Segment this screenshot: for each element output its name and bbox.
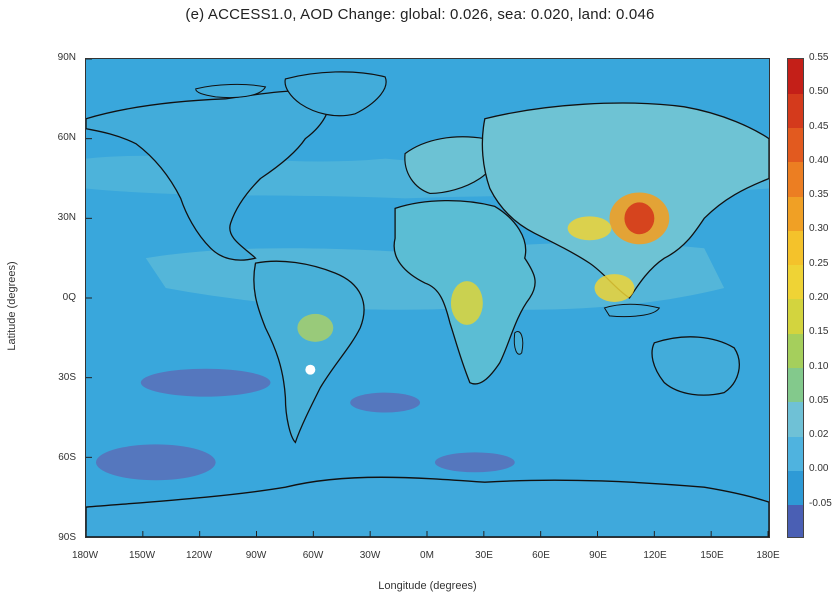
- madagascar: [513, 331, 524, 355]
- colorbar-segment: [788, 93, 803, 129]
- east-asia-aerosol-core: [624, 202, 655, 235]
- colorbar-segment: [788, 127, 803, 163]
- x-tick-label: 180W: [71, 550, 99, 561]
- x-tick-label: 0M: [420, 550, 434, 561]
- y-tick-label: 30N: [57, 212, 76, 223]
- greenland: [284, 71, 387, 117]
- colorbar-segment: [788, 436, 803, 471]
- colorbar-tick-label: 0.35: [809, 189, 829, 201]
- colorbar-segment: [788, 264, 803, 300]
- aod-change-map: [85, 58, 770, 538]
- colorbar-segment: [788, 161, 803, 197]
- x-tick-label: 60W: [302, 550, 324, 561]
- white-missing-spot: [305, 364, 316, 375]
- y-tick-label: 60N: [57, 132, 76, 143]
- colorbar-segment: [788, 367, 803, 403]
- colorbar-segment: [788, 196, 803, 231]
- colorbar-tick-label: -0.05: [809, 497, 832, 509]
- amazon-aerosol-patch: [297, 313, 334, 342]
- south-atlantic-negative-patch: [350, 392, 421, 413]
- x-tick-label: 120E: [643, 550, 667, 561]
- x-axis-label: Longitude (degrees): [378, 580, 477, 592]
- colorbar-segment: [788, 59, 803, 94]
- figure-title: (e) ACCESS1.0, AOD Change: global: 0.026…: [185, 6, 655, 23]
- colorbar-segment: [788, 504, 803, 537]
- north-america: [86, 89, 330, 261]
- colorbar-tick-label: 0.05: [809, 394, 829, 406]
- australia: [651, 336, 740, 396]
- colorbar-tick-label: 0.40: [809, 154, 829, 166]
- arctic-islands: [195, 83, 267, 99]
- y-tick-label: 30S: [58, 372, 76, 383]
- x-tick-label: 30E: [475, 550, 493, 561]
- colorbar-segment: [788, 401, 803, 437]
- southeast-asia-aerosol-patch: [594, 274, 635, 302]
- y-axis-label: Latitude (degrees): [6, 261, 18, 351]
- colorbar-tick-label: 0.55: [809, 52, 829, 63]
- south-america: [253, 260, 365, 444]
- colorbar-tick-label: 0.10: [809, 360, 829, 372]
- south-pacific-negative-patch: [140, 368, 271, 397]
- colorbar-tick-label: 0.30: [809, 223, 829, 235]
- colorbar-tick-label: 0.15: [809, 326, 829, 338]
- x-tick-label: 180E: [756, 550, 780, 561]
- indonesia: [603, 303, 661, 318]
- y-tick-label: 60S: [58, 452, 76, 463]
- colorbar-tick-label: 0.02: [809, 429, 829, 441]
- x-tick-label: 120W: [185, 550, 213, 561]
- x-tick-label: 90W: [245, 550, 267, 561]
- y-tick-label: 90N: [57, 52, 76, 63]
- colorbar-segment: [788, 333, 803, 369]
- colorbar-segment: [788, 470, 803, 506]
- x-tick-label: 60E: [532, 550, 550, 561]
- x-tick-label: 90E: [589, 550, 607, 561]
- colorbar-tick-label: 0.00: [809, 463, 829, 475]
- colorbar-tick-label: 0.25: [809, 257, 829, 269]
- x-tick-label: 150W: [128, 550, 156, 561]
- antarctica: [86, 476, 769, 537]
- europe: [404, 136, 497, 195]
- y-tick-label: 90S: [58, 532, 76, 543]
- colorbar-tick-label: 0.45: [809, 120, 829, 132]
- colorbar-segment: [788, 230, 803, 266]
- colorbar-segment: [788, 299, 803, 334]
- x-tick-label: 150E: [700, 550, 724, 561]
- colorbar-tick-label: 0.50: [809, 86, 829, 98]
- x-tick-label: 30W: [359, 550, 381, 561]
- southern-ocean-negative-patch: [95, 444, 216, 481]
- southern-ocean-negative-patch-2: [434, 452, 515, 473]
- south-asia-aerosol-patch: [567, 216, 612, 241]
- colorbar: [787, 58, 804, 538]
- colorbar-tick-label: 0.20: [809, 292, 829, 303]
- y-tick-label: 0Q: [62, 292, 76, 303]
- central-africa-aerosol-patch: [450, 281, 483, 325]
